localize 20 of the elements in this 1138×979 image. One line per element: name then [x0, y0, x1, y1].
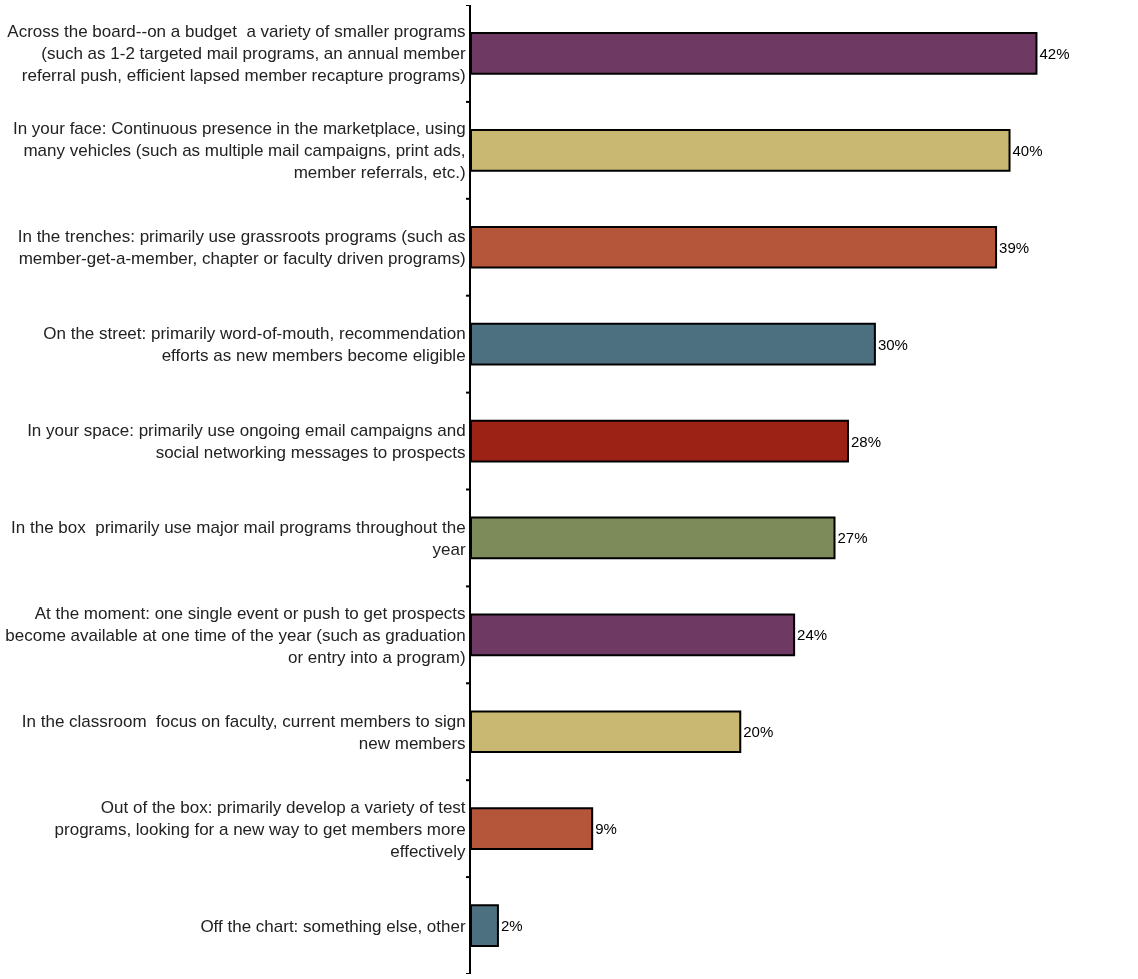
data-label: 42%	[1039, 44, 1070, 62]
y-tick-label: At the moment: one single event or push to get prospects become available at one time of the year (such as graduation or entry into a program)	[5, 603, 466, 667]
data-label: 39%	[999, 238, 1030, 256]
data-label: 20%	[743, 723, 774, 741]
data-label: 27%	[837, 529, 868, 547]
y-tick-label: Across the board--on a budget a variety of smaller programs (such as 1-2 targeted mail programs, an annual member referral push, efficient lapsed member recapture programs)	[7, 22, 466, 86]
data-label: 28%	[850, 432, 881, 450]
y-tick-label: In your space: primarily use ongoing email campaigns and social networking messages to prospects	[27, 420, 466, 463]
y-tick-label: In the trenches: primarily use grassroots programs (such as member-get-a-member, chapter or faculty driven programs)	[17, 227, 466, 269]
data-label: 30%	[877, 335, 908, 353]
data-label: 40%	[1012, 141, 1043, 159]
y-tick-label: In the box primarily use major mail programs throughout the year	[11, 517, 466, 559]
data-label: 2%	[500, 917, 523, 935]
y-tick-label: On the street: primarily word-of-mouth, recommendation efforts as new members become eligible	[43, 324, 466, 366]
y-tick-label: Off the chart: something else, other	[200, 916, 466, 936]
data-label: 9%	[595, 820, 617, 838]
y-tick-label: In your face: Continuous presence in the marketplace, using many vehicles (such as multiple mail campaigns, print ads, member referrals, etc.)	[12, 119, 466, 183]
data-label: 24%	[797, 626, 828, 644]
y-tick-label: Out of the box: primarily develop a variety of test programs, looking for a new way to get members more effectively	[54, 797, 467, 861]
y-tick-label: In the classroom focus on faculty, current members to sign new members	[21, 711, 466, 753]
